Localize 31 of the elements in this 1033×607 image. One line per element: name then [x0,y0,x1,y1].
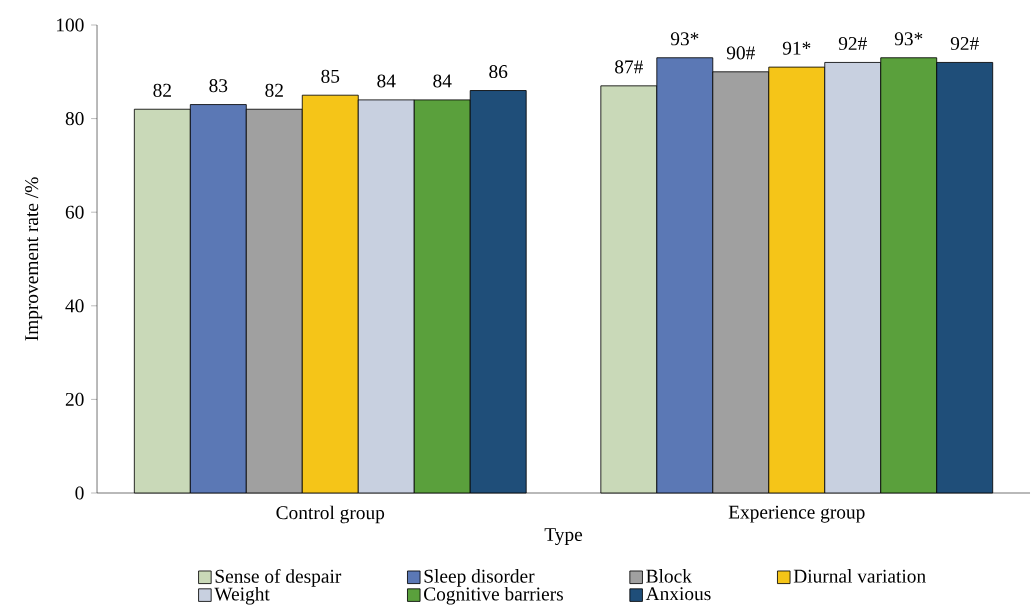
legend-label: Block [646,569,692,583]
data-label: 92# [950,37,979,51]
y-tick-label: 60 [65,205,84,219]
legend-label: Weight [214,586,270,605]
data-label: 84 [377,74,396,88]
x-tick-label: Experience group [728,505,865,523]
y-axis-title: Improvement rate /% [25,177,43,341]
data-label: 84 [433,74,452,88]
data-label: 85 [321,69,340,83]
legend-label: Sleep disorder [424,569,535,587]
legend-label: Sense of despair [215,569,342,587]
data-label: 82 [153,83,171,97]
data-label: 82 [265,83,283,97]
y-tick-label: 100 [57,18,84,32]
legend-label: Anxious [645,587,711,601]
data-label: 92# [838,37,867,51]
legend-label: Cognitive barriers [424,586,563,605]
legend-label: Diurnal variation [793,569,926,583]
data-label: 91* [782,41,811,55]
y-tick-label: 0 [75,486,84,500]
data-label: 93* [894,32,923,46]
data-label: 93* [670,32,699,46]
y-tick-label: 20 [65,392,84,406]
data-label: 90# [726,46,755,60]
y-tick-label: 80 [65,112,84,126]
data-label: 83 [209,79,228,93]
data-label: 87# [615,60,643,74]
y-tick-label: 40 [65,299,84,313]
x-axis-title: Type [544,528,583,546]
data-label: 86 [489,65,508,79]
x-tick-label: Control group [276,505,385,524]
